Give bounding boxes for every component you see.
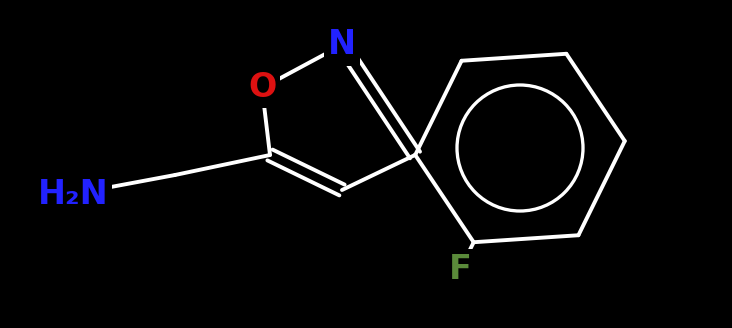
Text: N: N bbox=[328, 29, 356, 62]
Text: O: O bbox=[248, 72, 276, 105]
Text: F: F bbox=[449, 253, 472, 286]
Text: H₂N: H₂N bbox=[37, 178, 108, 212]
